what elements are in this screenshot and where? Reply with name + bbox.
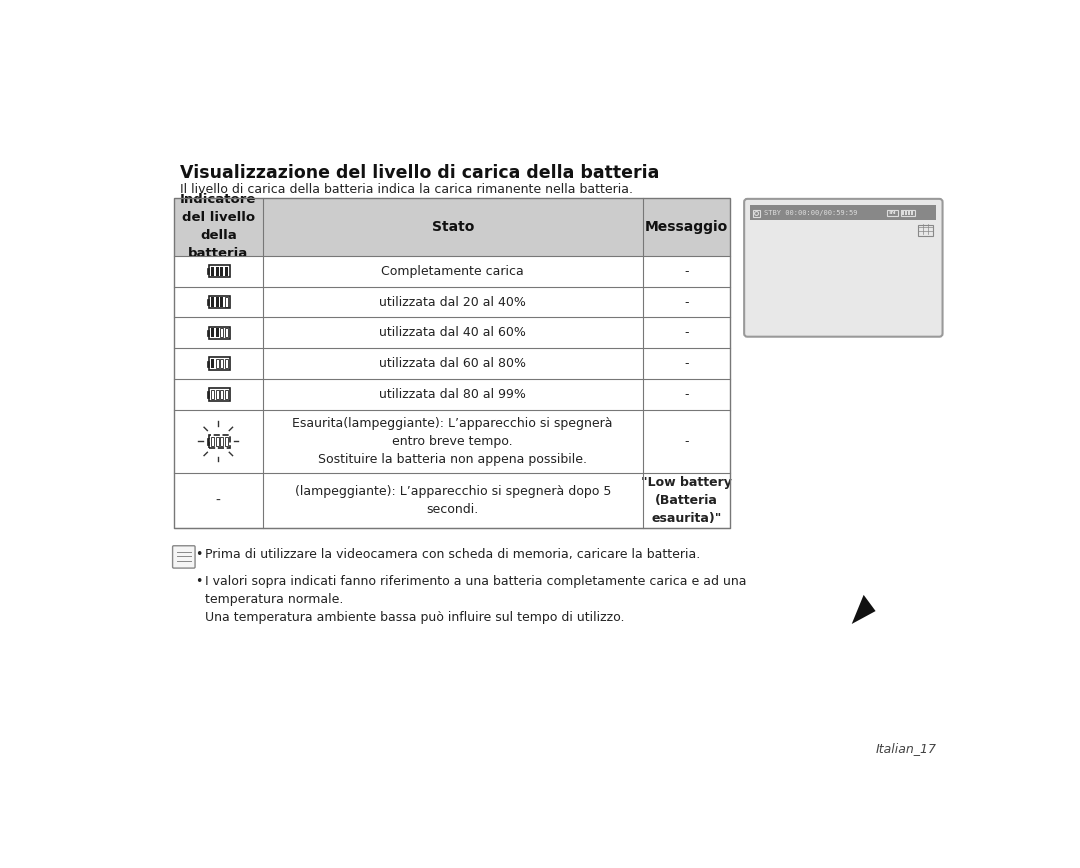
Polygon shape: [852, 595, 876, 624]
Bar: [220, 328, 224, 338]
Bar: [918, 225, 933, 236]
Text: I valori sopra indicati fanno riferimento a una batteria completamente carica e : I valori sopra indicati fanno riferiment…: [205, 575, 746, 623]
Bar: [901, 210, 915, 216]
Text: Stato: Stato: [432, 220, 474, 234]
Bar: [211, 437, 214, 446]
Bar: [174, 256, 730, 286]
Text: Indicatore
del livello
della
batteria: Indicatore del livello della batteria: [180, 194, 257, 260]
Bar: [206, 360, 210, 366]
Bar: [211, 328, 214, 338]
Bar: [210, 296, 230, 308]
Bar: [174, 286, 730, 318]
Text: STBY 00:00:00/00:59:59: STBY 00:00:00/00:59:59: [765, 210, 858, 216]
Text: utilizzata dal 80 al 99%: utilizzata dal 80 al 99%: [379, 388, 526, 401]
Bar: [220, 298, 224, 306]
Bar: [174, 318, 730, 348]
Text: Italian_17: Italian_17: [876, 742, 937, 755]
Bar: [225, 390, 228, 399]
Bar: [220, 390, 224, 399]
Text: •: •: [194, 549, 202, 562]
Text: Il livello di carica della batteria indica la carica rimanente nella batteria.: Il livello di carica della batteria indi…: [180, 183, 633, 196]
Bar: [206, 299, 210, 306]
Bar: [751, 205, 936, 220]
Bar: [211, 266, 214, 276]
Bar: [174, 198, 730, 256]
Text: -: -: [684, 326, 689, 339]
Bar: [216, 437, 219, 446]
Bar: [887, 210, 897, 216]
Bar: [225, 298, 228, 306]
Bar: [902, 210, 904, 215]
Bar: [210, 435, 230, 448]
Text: Visualizzazione del livello di carica della batteria: Visualizzazione del livello di carica de…: [180, 164, 659, 182]
Bar: [210, 265, 230, 278]
Bar: [910, 210, 913, 215]
Bar: [211, 359, 214, 368]
Bar: [174, 473, 730, 529]
Bar: [206, 438, 210, 444]
Bar: [211, 390, 214, 399]
Bar: [174, 348, 730, 379]
Bar: [220, 266, 224, 276]
Bar: [174, 410, 730, 473]
Bar: [216, 390, 219, 399]
Text: utilizzata dal 40 al 60%: utilizzata dal 40 al 60%: [379, 326, 526, 339]
Text: (lampeggiante): L’apparecchio si spegnerà dopo 5
secondi.: (lampeggiante): L’apparecchio si spegner…: [295, 485, 611, 516]
Bar: [225, 359, 228, 368]
Bar: [220, 437, 224, 446]
Bar: [225, 437, 228, 446]
Text: Completamente carica: Completamente carica: [381, 265, 524, 278]
Bar: [216, 328, 219, 338]
Bar: [211, 298, 214, 306]
Bar: [210, 358, 230, 370]
Text: Prima di utilizzare la videocamera con scheda di memoria, caricare la batteria.: Prima di utilizzare la videocamera con s…: [205, 549, 700, 562]
Text: -: -: [684, 388, 689, 401]
Text: -: -: [684, 357, 689, 370]
Text: -: -: [684, 295, 689, 308]
Bar: [206, 330, 210, 336]
FancyBboxPatch shape: [173, 546, 195, 568]
Bar: [753, 210, 760, 217]
Text: "Low battery
(Batteria
esaurita)": "Low battery (Batteria esaurita)": [640, 477, 732, 525]
Text: utilizzata dal 60 al 80%: utilizzata dal 60 al 80%: [379, 357, 526, 370]
Bar: [225, 328, 228, 338]
Bar: [206, 268, 210, 274]
Bar: [210, 388, 230, 401]
Bar: [216, 298, 219, 306]
Text: -: -: [684, 265, 689, 278]
Bar: [216, 359, 219, 368]
Bar: [220, 359, 224, 368]
Bar: [216, 266, 219, 276]
FancyBboxPatch shape: [744, 199, 943, 337]
Bar: [225, 266, 228, 276]
Text: Messaggio: Messaggio: [645, 220, 728, 234]
Text: -: -: [216, 494, 220, 508]
Text: •: •: [194, 575, 202, 588]
Text: -: -: [684, 435, 689, 448]
Text: Esaurita(lampeggiante): L’apparecchio si spegnerà
entro breve tempo.
Sostituire : Esaurita(lampeggiante): L’apparecchio si…: [293, 417, 613, 466]
Text: IN: IN: [889, 210, 896, 215]
Bar: [174, 379, 730, 410]
Text: utilizzata dal 20 al 40%: utilizzata dal 20 al 40%: [379, 295, 526, 308]
Bar: [174, 198, 730, 529]
Bar: [905, 210, 907, 215]
Bar: [206, 391, 210, 398]
Bar: [907, 210, 910, 215]
Bar: [210, 326, 230, 339]
